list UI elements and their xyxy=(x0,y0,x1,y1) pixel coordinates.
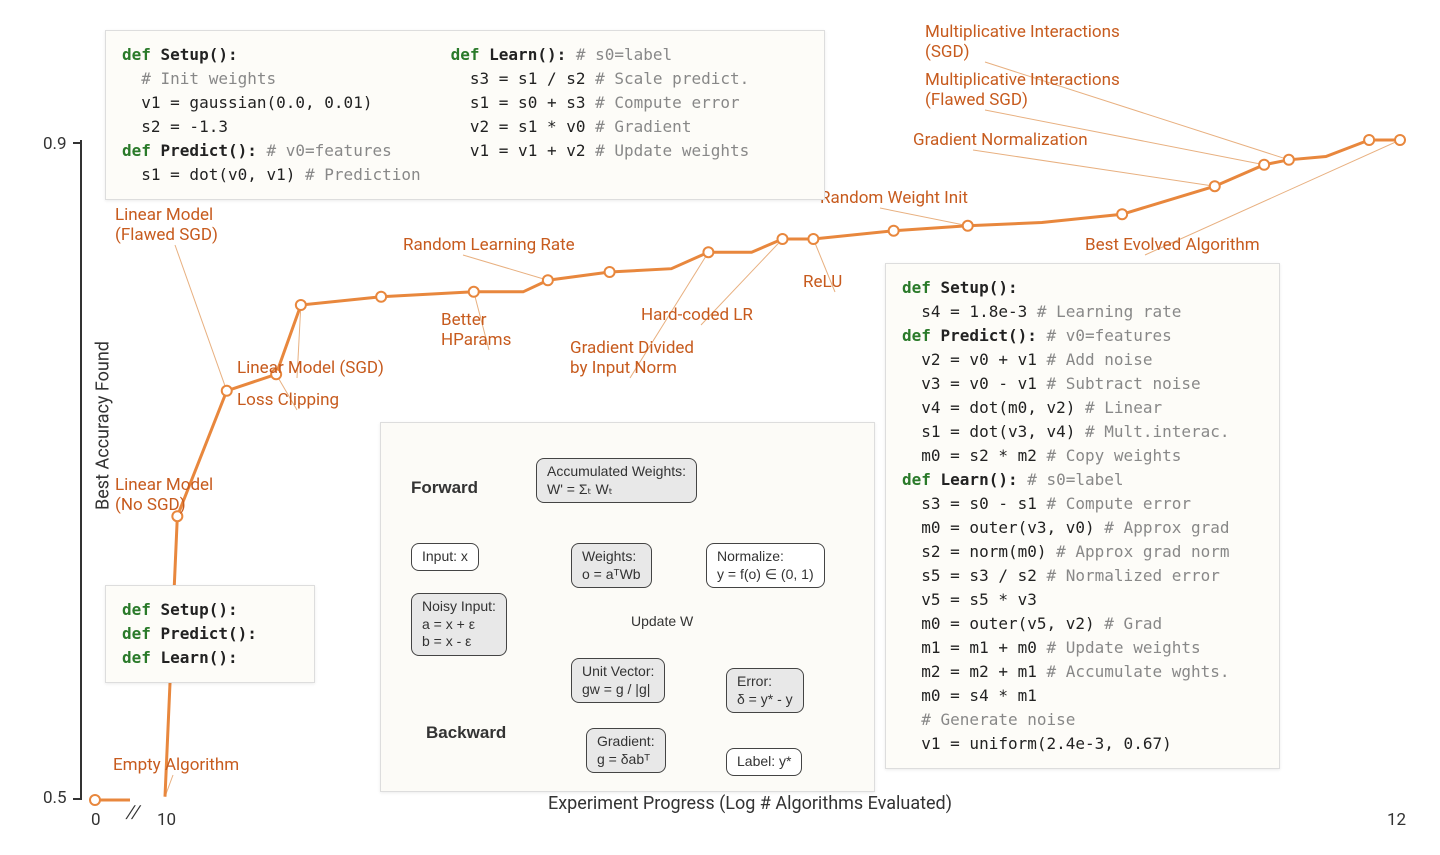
diagram-node-noisy: Noisy Input: a = x + ε b = x - ε xyxy=(411,593,507,656)
data-marker xyxy=(808,234,818,244)
callout-empty-algo: Empty Algorithm xyxy=(113,755,239,775)
callout-linear-flawed: Linear Model (Flawed SGD) xyxy=(115,205,218,246)
data-marker xyxy=(889,226,899,236)
data-marker xyxy=(90,795,100,805)
callout-linear-sgd: Linear Model (SGD) xyxy=(237,358,384,378)
diagram-node-weights: Weights: o = aᵀWb xyxy=(571,543,652,588)
callout-mult-flawed: Multiplicative Interactions (Flawed SGD) xyxy=(925,70,1120,111)
diagram-box: Forward Backward Input: x Noisy Input: a = … xyxy=(380,422,875,792)
callout-linear-nosgd: Linear Model (No SGD) xyxy=(115,475,213,516)
codebox-best: def Setup(): s4 = 1.8e-3 # Learning rate… xyxy=(885,263,1280,769)
diagram-backward-label: Backward xyxy=(426,723,506,743)
y-tick-0p5: 0.5 xyxy=(43,788,67,808)
data-marker xyxy=(778,234,788,244)
data-marker xyxy=(1284,155,1294,165)
data-marker xyxy=(605,267,615,277)
data-marker xyxy=(296,300,306,310)
diagram-update-label: Update W xyxy=(631,613,693,629)
diagram-node-accum: Accumulated Weights: W' = Σₜ Wₜ xyxy=(536,458,697,503)
data-marker xyxy=(1259,160,1269,170)
diagram-node-label: Label: y* xyxy=(726,748,802,776)
data-marker xyxy=(222,386,232,396)
callout-rand-lr: Random Learning Rate xyxy=(403,235,575,255)
diagram-node-normalize: Normalize: y = f(o) ∈ (0, 1) xyxy=(706,543,825,588)
callout-best-evolved: Best Evolved Algorithm xyxy=(1085,235,1260,255)
diagram-forward-label: Forward xyxy=(411,478,478,498)
y-tick-mark-top xyxy=(73,142,80,144)
leader-rand-lr xyxy=(463,255,548,280)
callout-hard-lr: Hard-coded LR xyxy=(641,305,753,325)
y-tick-0p9: 0.9 xyxy=(43,134,67,154)
callout-relu: ReLU xyxy=(803,272,842,292)
leader-rand-wi xyxy=(880,208,968,226)
data-marker xyxy=(543,275,553,285)
callout-grad-norm: Gradient Normalization xyxy=(913,130,1088,150)
data-marker xyxy=(1210,181,1220,191)
codebox-empty: def Setup(): def Predict(): def Learn(): xyxy=(105,585,315,683)
callout-loss-clip: Loss Clipping xyxy=(237,390,339,410)
y-tick-mark-bot xyxy=(73,798,80,800)
callout-better-hp: Better HParams xyxy=(441,310,511,351)
y-axis-line xyxy=(80,140,82,800)
data-marker xyxy=(469,287,479,297)
data-marker xyxy=(963,221,973,231)
diagram-node-input: Input: x xyxy=(411,543,479,571)
diagram-node-unitvec: Unit Vector: gᴡ = g / |g| xyxy=(571,658,665,703)
data-marker xyxy=(1117,209,1127,219)
diagram-node-gradient: Gradient: g = δabᵀ xyxy=(586,728,666,773)
callout-grad-div: Gradient Divided by Input Norm xyxy=(570,338,694,379)
data-marker xyxy=(376,292,386,302)
leader-linear-flawed xyxy=(175,245,227,391)
callout-rand-wi: Random Weight Init xyxy=(820,188,968,208)
data-marker xyxy=(1395,135,1405,145)
data-marker xyxy=(703,247,713,257)
chart-container: Best Accuracy Found 0.9 0.5 Experiment P… xyxy=(85,10,1415,820)
diagram-node-error: Error: δ = y* - y xyxy=(726,668,804,713)
data-marker xyxy=(1364,135,1374,145)
callout-mult-sgd: Multiplicative Interactions (SGD) xyxy=(925,22,1120,63)
leader-grad-norm xyxy=(973,150,1215,186)
codebox-top: def Setup(): # Init weights v1 = gaussia… xyxy=(105,30,825,200)
